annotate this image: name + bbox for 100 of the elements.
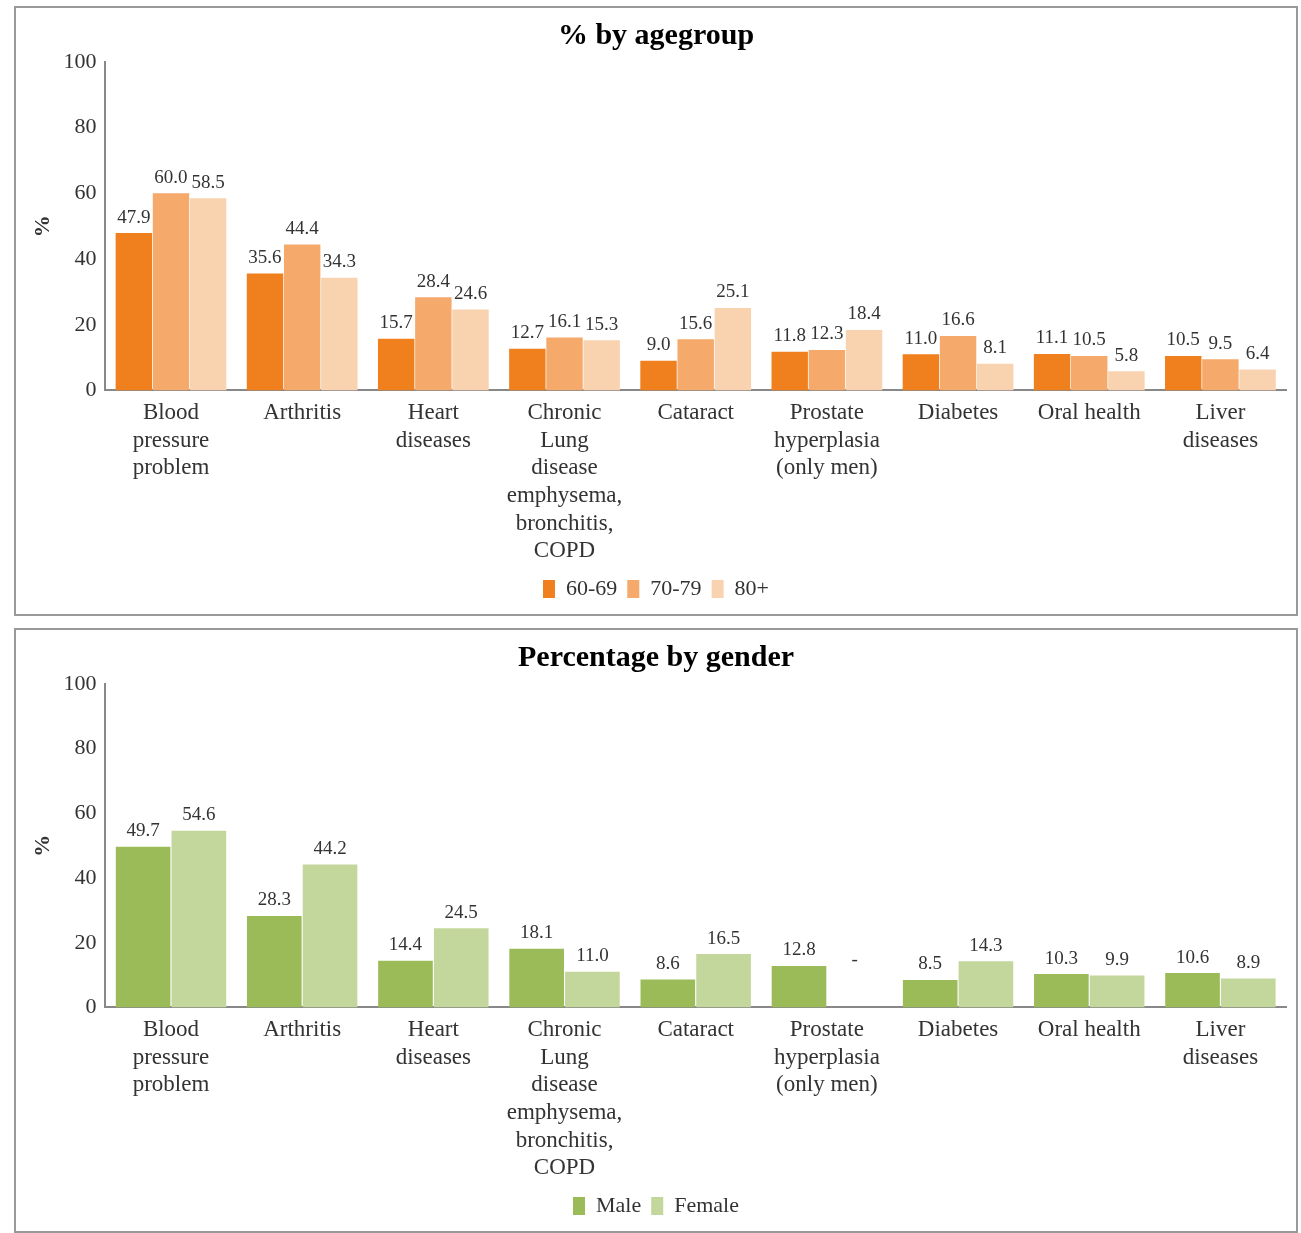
- bar: [321, 277, 358, 391]
- x-tick-label: Cataract: [657, 1016, 735, 1042]
- y-axis-title: %: [28, 834, 54, 857]
- data-label: 8.5: [918, 952, 943, 974]
- bar: [808, 350, 846, 391]
- data-label: 14.3: [969, 933, 1003, 955]
- data-label: 10.3: [1044, 946, 1078, 968]
- data-label: 14.4: [388, 933, 423, 955]
- data-label: 16.6: [941, 308, 975, 330]
- bar: [1033, 353, 1071, 391]
- legend-label: 70-79: [650, 574, 702, 600]
- bar: [546, 337, 583, 391]
- data-label: 9.0: [646, 333, 671, 355]
- bar: [939, 335, 977, 391]
- bar: [115, 233, 153, 391]
- bar: [152, 193, 190, 391]
- x-tick-label: Heart diseases: [395, 1016, 472, 1069]
- bar: [452, 309, 489, 391]
- bar: [565, 971, 620, 1008]
- data-label: 16.5: [706, 926, 741, 948]
- bar: [115, 846, 171, 1008]
- bar: [246, 273, 284, 391]
- bar: [283, 244, 321, 391]
- legend-label: 80+: [734, 574, 770, 600]
- data-label: 10.5: [1166, 328, 1200, 350]
- data-label: 9.5: [1208, 331, 1233, 353]
- bar: [433, 928, 489, 1008]
- x-tick-label: Blood pressure problem: [132, 399, 210, 480]
- bar: [902, 354, 940, 391]
- x-tick-label: Heart diseases: [395, 399, 472, 452]
- chart-title: Percentage by gender: [517, 638, 795, 672]
- y-tick-label: 100: [63, 669, 97, 695]
- data-label: 9.9: [1105, 947, 1129, 969]
- bar: [415, 297, 452, 391]
- data-label: 44.2: [313, 836, 347, 858]
- y-tick-label: 0: [85, 376, 97, 402]
- data-label: 24.6: [453, 282, 488, 304]
- data-label: 11.1: [1035, 326, 1069, 348]
- x-tick-label: Prostate hyperplasia (only men): [773, 1016, 880, 1097]
- data-label: 60.0: [154, 165, 188, 187]
- y-tick-label: 80: [74, 734, 97, 760]
- data-label: 47.9: [117, 205, 151, 227]
- data-label: 12.8: [782, 938, 816, 960]
- y-axis-title: %: [28, 215, 54, 238]
- bar: [377, 338, 415, 391]
- bar: [696, 954, 751, 1008]
- data-label: 5.8: [1114, 343, 1139, 365]
- bar: [171, 830, 227, 1008]
- y-tick-label: 40: [74, 244, 97, 270]
- data-label: 6.4: [1245, 341, 1270, 363]
- bar: [378, 960, 433, 1008]
- x-tick-label: Liver diseases: [1182, 399, 1259, 452]
- bar: [1220, 978, 1276, 1008]
- data-label: 8.1: [983, 336, 1008, 358]
- x-tick-label: Diabetes: [917, 1016, 999, 1042]
- x-tick-label: Arthritis: [263, 1016, 342, 1042]
- data-label: 12.7: [510, 321, 544, 343]
- data-label: 44.4: [285, 217, 320, 239]
- text: -: [851, 947, 858, 969]
- y-tick-label: 20: [74, 310, 97, 336]
- x-tick-label: Chronic Lung disease emphysema, bronchitis, COPD: [506, 1016, 623, 1180]
- data-label: 10.5: [1072, 328, 1106, 350]
- bar: [1108, 371, 1145, 391]
- data-label: 12.3: [810, 322, 844, 344]
- bar: [246, 915, 302, 1008]
- x-tick-label: Blood pressure problem: [132, 1016, 210, 1097]
- x-tick-label: Diabetes: [917, 399, 999, 425]
- x-tick-label: Chronic Lung disease emphysema, bronchitis, COPD: [506, 399, 623, 563]
- bar: [1089, 975, 1145, 1008]
- chart-title: % by agegroup: [557, 16, 755, 50]
- bar: [509, 948, 564, 1008]
- x-tick-label: Prostate hyperplasia (only men): [773, 399, 880, 480]
- legend-label: Female: [674, 1191, 739, 1217]
- data-label: 49.7: [126, 819, 160, 841]
- bar: [714, 307, 752, 391]
- data-label: 11.8: [773, 324, 806, 346]
- data-label: 58.5: [191, 170, 225, 192]
- bar: [189, 198, 227, 391]
- data-label: 18.4: [847, 302, 882, 324]
- x-tick-label: Arthritis: [263, 399, 342, 425]
- bar: [1165, 355, 1202, 391]
- bar: [640, 979, 696, 1008]
- y-tick-label: 60: [74, 179, 97, 205]
- x-tick-label: Cataract: [657, 399, 735, 425]
- bar: [845, 329, 883, 391]
- bar: [509, 348, 546, 391]
- data-label: 8.9: [1236, 951, 1261, 973]
- y-tick-label: 60: [74, 799, 97, 825]
- bar: [1165, 973, 1220, 1008]
- data-label: 28.4: [416, 269, 451, 291]
- data-label: 25.1: [716, 280, 750, 302]
- data-label: 15.3: [585, 312, 619, 334]
- bar: [977, 363, 1014, 391]
- y-tick-label: 20: [74, 928, 97, 954]
- data-label: 11.0: [904, 326, 938, 348]
- bar: [1071, 355, 1108, 391]
- x-tick-label: Oral health: [1037, 399, 1142, 425]
- data-label: 11.0: [576, 944, 609, 966]
- data-label: 15.7: [379, 311, 413, 333]
- legend-label: 60-69: [565, 574, 618, 600]
